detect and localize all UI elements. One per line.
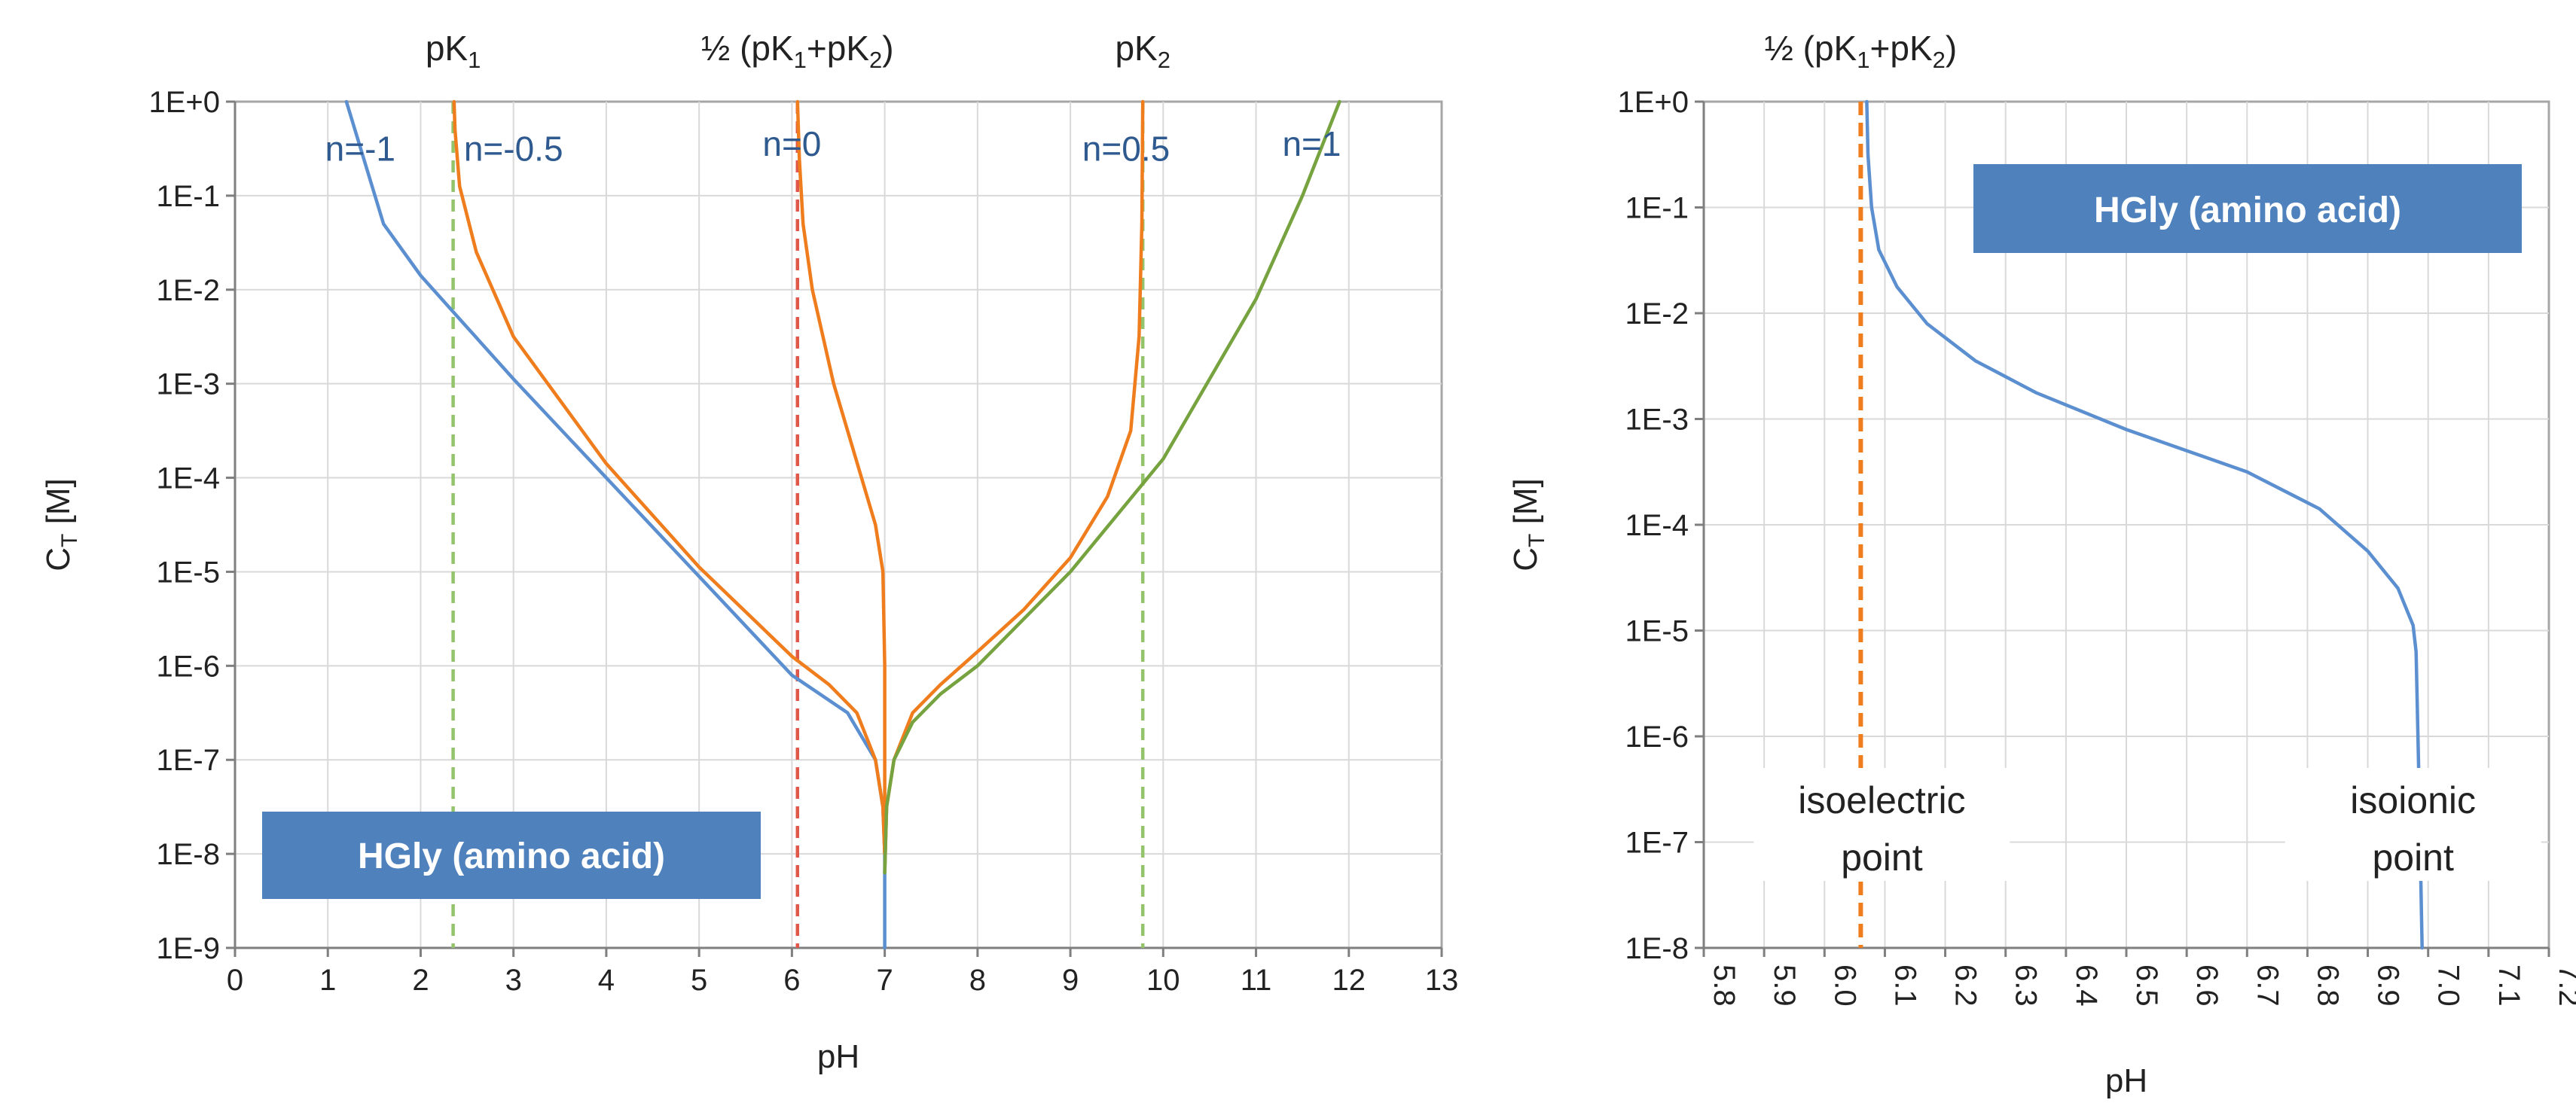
right-x-tick-label: 7.2 [2553, 964, 2576, 1007]
left-top-label-2: ½ (pK1+pK2) [701, 29, 894, 73]
left-series-n0.5 [883, 99, 1145, 875]
right-series-HGly [1865, 99, 2424, 950]
left-n-label-4: n=0.5 [1082, 129, 1170, 168]
right-annotation-bg-2 [2285, 768, 2541, 881]
left-x-axis-title: pH [817, 1038, 859, 1075]
right-y-tick-label: 1E-2 [1625, 297, 1689, 331]
left-top-label-3: pK2 [1115, 29, 1170, 73]
left-series-n0 [795, 99, 887, 856]
right-y-tick-label: 1E-7 [1625, 827, 1689, 860]
right-x-tick-label: 6.1 [1888, 964, 1921, 1007]
left-x-tick-label: 0 [227, 964, 243, 997]
left-x-tick-label: 3 [505, 964, 522, 997]
right-y-tick-label: 1E-3 [1625, 404, 1689, 437]
left-top-label-1: pK1 [426, 29, 481, 73]
right-annotation-line1-2: isoionic [2350, 779, 2476, 821]
left-chart: 0 1 2 3 4 5 6 7 8 9 10 11 12 131E-91E-81E-71E-61E-51E… [40, 29, 1458, 1075]
right-y-tick-label: 1E-1 [1625, 192, 1689, 225]
left-y-tick-label: 1E-6 [157, 650, 221, 683]
right-x-tick-label: 6.5 [2130, 964, 2163, 1007]
left-y-tick-label: 1E-7 [157, 744, 221, 777]
right-x-tick-label: 6.9 [2372, 964, 2405, 1007]
right-x-tick-label: 6.2 [1949, 964, 1982, 1007]
left-y-tick-label: 1E-2 [157, 274, 221, 307]
left-n-label-3: n=0 [762, 124, 821, 163]
left-x-tick-label: 2 [412, 964, 429, 997]
left-x-tick-label: 11 [1241, 964, 1272, 997]
left-x-tick-label: 7 [876, 964, 893, 997]
left-x-tick-label: 1 [319, 964, 336, 997]
right-x-axis-title: pH [2105, 1062, 2147, 1099]
left-x-tick-label: 9 [1062, 964, 1079, 997]
right-x-tick-label: 7.1 [2492, 964, 2526, 1007]
right-annotation-line1-1: isoelectric [1798, 779, 1965, 821]
left-x-tick-label: 10 [1146, 964, 1180, 997]
left-x-tick-label: 8 [969, 964, 986, 997]
right-x-tick-label: 6.7 [2251, 964, 2284, 1007]
left-y-axis-title: CT [M] [40, 478, 82, 571]
left-x-tick-label: 6 [783, 964, 800, 997]
left-x-tick-label: 12 [1332, 964, 1366, 997]
left-x-tick-label: 13 [1425, 964, 1459, 997]
right-y-tick-label: 1E-4 [1625, 509, 1689, 542]
right-x-tick-label: 5.8 [1708, 964, 1741, 1007]
left-x-tick-label: 5 [691, 964, 707, 997]
left-y-tick-label: 1E-4 [157, 462, 221, 495]
right-legend-box-label: HGly (amino acid) [2094, 190, 2401, 230]
right-y-tick-label: 1E-5 [1625, 615, 1689, 648]
right-x-tick-label: 6.4 [2070, 964, 2103, 1007]
right-y-axis-title: CT [M] [1507, 478, 1549, 571]
left-n-label-5: n=1 [1282, 124, 1341, 163]
right-y-tick-label: 1E-6 [1625, 721, 1689, 754]
left-legend-box [262, 812, 761, 899]
left-y-tick-label: 1E-9 [157, 932, 221, 965]
left-y-tick-label: 1E-8 [157, 838, 221, 871]
right-y-tick-label: 1E-8 [1625, 932, 1689, 965]
right-x-tick-label: 6.3 [2010, 964, 2043, 1007]
left-legend-box-label: HGly (amino acid) [358, 836, 665, 876]
right-annotation-line2-2: point [2372, 836, 2454, 879]
right-annotation-bg-1 [1753, 768, 2010, 881]
left-y-tick-label: 1E-1 [157, 180, 221, 213]
left-y-tick-label: 1E-5 [157, 556, 221, 589]
left-y-tick-label: 1E-3 [157, 368, 221, 401]
right-legend-box [1973, 164, 2522, 253]
right-annotation-line2-1: point [1841, 836, 1923, 879]
right-x-tick-label: 5.9 [1768, 964, 1801, 1007]
right-top-label: ½ (pK1+pK2) [1765, 29, 1958, 73]
left-series-n-0.5 [452, 99, 887, 856]
right-chart: 5.8 5.9 6.0 6.1 6.2 6.3 6.4 6.5 6.6 6.7 6.8 6.9 7.0 7… [1507, 29, 2576, 1099]
left-n-label-1: n=-1 [325, 129, 395, 168]
left-series-n1 [883, 99, 1341, 875]
left-y-tick-label: 1E+0 [148, 86, 220, 119]
right-x-tick-label: 6.6 [2190, 964, 2223, 1007]
left-x-tick-label: 4 [598, 964, 615, 997]
left-n-label-2: n=-0.5 [464, 129, 563, 168]
right-x-tick-label: 6.0 [1828, 964, 1861, 1007]
right-y-tick-label: 1E+0 [1617, 86, 1689, 119]
right-x-tick-label: 6.8 [2311, 964, 2344, 1007]
right-x-tick-label: 7.0 [2432, 964, 2465, 1007]
